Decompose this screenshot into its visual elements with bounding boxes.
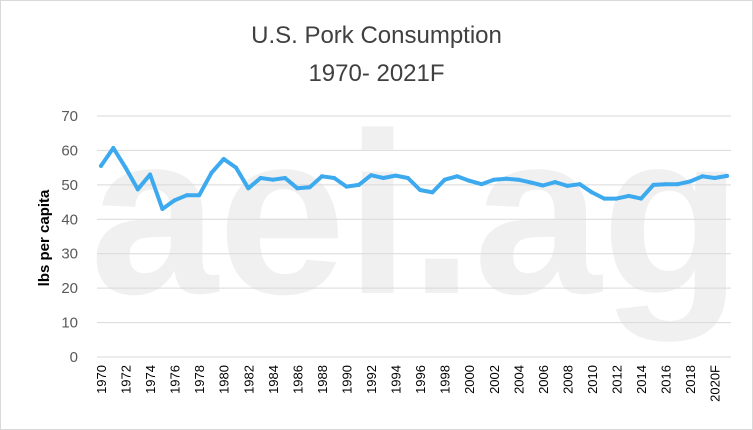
- data-point: [184, 193, 189, 198]
- x-tick-label: 1996: [413, 365, 428, 394]
- data-point: [430, 190, 435, 195]
- data-point: [565, 183, 570, 188]
- x-tick-label: 1980: [217, 365, 232, 394]
- data-point: [639, 196, 644, 201]
- x-tick-label: 1994: [389, 365, 404, 394]
- data-point: [442, 177, 447, 182]
- data-point: [393, 173, 398, 178]
- data-point: [491, 177, 496, 182]
- x-tick-label: 2004: [511, 365, 526, 394]
- data-point: [516, 177, 521, 182]
- y-tick-label: 10: [61, 315, 78, 332]
- x-tick-label: 1972: [119, 365, 134, 394]
- data-point: [663, 182, 668, 187]
- data-point: [688, 179, 693, 184]
- data-point: [651, 182, 656, 187]
- data-point: [246, 186, 251, 191]
- data-point: [295, 186, 300, 191]
- x-tick-label: 2012: [610, 365, 625, 394]
- x-tick-label: 2008: [560, 365, 575, 394]
- data-point: [160, 206, 165, 211]
- x-tick-label: 1974: [143, 365, 158, 394]
- data-point: [540, 183, 545, 188]
- data-point: [479, 182, 484, 187]
- data-point: [602, 196, 607, 201]
- y-tick-label: 20: [61, 280, 78, 297]
- x-tick-label: 2020F: [708, 365, 723, 402]
- data-point: [172, 198, 177, 203]
- x-tick-label: 1992: [364, 365, 379, 394]
- data-point: [99, 163, 103, 168]
- data-point: [528, 180, 533, 185]
- y-tick-label: 40: [61, 211, 78, 228]
- data-point: [418, 188, 423, 193]
- data-point: [135, 187, 140, 192]
- x-tick-label: 2010: [585, 365, 600, 394]
- x-tick-label: 1986: [290, 365, 305, 394]
- data-point: [234, 165, 239, 170]
- data-point: [467, 178, 472, 183]
- watermark: aei.ag: [90, 85, 742, 342]
- y-tick-label: 50: [61, 177, 78, 194]
- x-tick-label: 1988: [315, 365, 330, 394]
- data-point: [258, 175, 263, 180]
- x-tick-label: 1990: [339, 365, 354, 394]
- data-point: [197, 193, 202, 198]
- data-point: [454, 174, 459, 179]
- data-point: [712, 175, 717, 180]
- x-tick-label: 1978: [192, 365, 207, 394]
- data-point: [725, 173, 729, 178]
- chart-title: U.S. Pork Consumption: [251, 22, 502, 49]
- data-point: [123, 165, 128, 170]
- y-axis-ticks: 0 10 20 30 40 50 60 70: [61, 108, 78, 366]
- data-point: [614, 196, 619, 201]
- data-point: [700, 174, 705, 179]
- data-point: [283, 175, 288, 180]
- data-point: [369, 173, 374, 178]
- data-point: [405, 175, 410, 180]
- data-point: [589, 190, 594, 195]
- data-point: [504, 176, 509, 181]
- y-tick-label: 60: [61, 142, 78, 159]
- data-point: [344, 184, 349, 189]
- x-tick-label: 1982: [241, 365, 256, 394]
- y-axis-label: lbs per capita: [36, 189, 53, 286]
- x-tick-label: 1970: [94, 365, 109, 394]
- x-tick-label: 2018: [683, 365, 698, 394]
- y-tick-label: 70: [61, 108, 78, 125]
- y-tick-label: 0: [70, 349, 78, 366]
- data-point: [332, 175, 337, 180]
- x-tick-label: 1998: [438, 365, 453, 394]
- x-tick-label: 2006: [536, 365, 551, 394]
- data-point: [675, 182, 680, 187]
- data-point: [381, 175, 386, 180]
- data-point: [148, 172, 153, 177]
- x-tick-label: 1976: [168, 365, 183, 394]
- data-point: [577, 182, 582, 187]
- series-group: [99, 146, 729, 211]
- data-point: [221, 157, 226, 162]
- data-point: [111, 146, 116, 151]
- data-point: [270, 177, 275, 182]
- x-tick-label: 2014: [634, 365, 649, 394]
- x-tick-label: 2002: [487, 365, 502, 394]
- x-axis-ticks: 1970 1972 1974 1976 1978 1980 1982 1984 1986 1988…: [94, 365, 723, 402]
- data-point: [209, 170, 214, 175]
- y-tick-label: 30: [61, 246, 78, 263]
- data-point: [356, 182, 361, 187]
- x-tick-label: 2000: [462, 365, 477, 394]
- data-point: [553, 180, 558, 185]
- x-tick-label: 2016: [659, 365, 674, 394]
- chart-subtitle: 1970- 2021F: [308, 60, 445, 87]
- data-point: [319, 174, 324, 179]
- series-line: [99, 146, 729, 211]
- data-point: [626, 193, 631, 198]
- x-tick-label: 1984: [266, 365, 281, 394]
- data-point: [307, 185, 312, 190]
